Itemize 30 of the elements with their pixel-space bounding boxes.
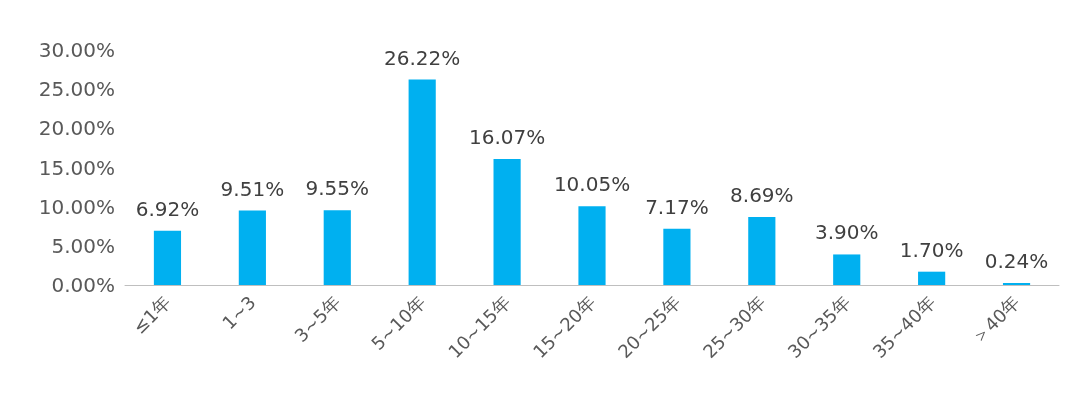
y-tick-label: 15.00% bbox=[38, 155, 115, 180]
data-label: 9.55% bbox=[305, 176, 370, 201]
y-tick-label: 0.00% bbox=[51, 273, 115, 297]
x-tick-label: ＞40年 bbox=[967, 291, 1024, 349]
bar bbox=[493, 159, 521, 285]
data-label: 7.17% bbox=[645, 194, 709, 219]
data-label: 9.51% bbox=[220, 176, 285, 201]
x-tick-label: ≤1年 bbox=[128, 291, 175, 338]
y-tick-label: 30.00% bbox=[38, 38, 115, 62]
y-tick-label: 5.00% bbox=[51, 233, 115, 258]
bar bbox=[408, 79, 436, 285]
y-tick-label: 10.00% bbox=[38, 194, 115, 219]
bar bbox=[238, 210, 266, 285]
y-tick-label: 25.00% bbox=[38, 77, 115, 102]
bar bbox=[578, 206, 606, 285]
data-label: 16.07% bbox=[468, 125, 546, 150]
data-label: 8.69% bbox=[730, 182, 794, 207]
bar bbox=[833, 254, 861, 285]
bar bbox=[918, 271, 946, 285]
data-label: 3.90% bbox=[814, 220, 879, 245]
y-tick-label: 20.00% bbox=[38, 116, 115, 141]
data-label: 1.70% bbox=[899, 237, 964, 262]
data-label: 26.22% bbox=[384, 45, 461, 70]
bar bbox=[323, 210, 351, 285]
bar bbox=[748, 216, 776, 285]
bar bbox=[153, 230, 182, 285]
data-label: 0.24% bbox=[984, 249, 1049, 274]
bar bbox=[663, 228, 691, 285]
data-label: 6.92% bbox=[135, 196, 200, 221]
data-label: 10.05% bbox=[553, 172, 631, 197]
